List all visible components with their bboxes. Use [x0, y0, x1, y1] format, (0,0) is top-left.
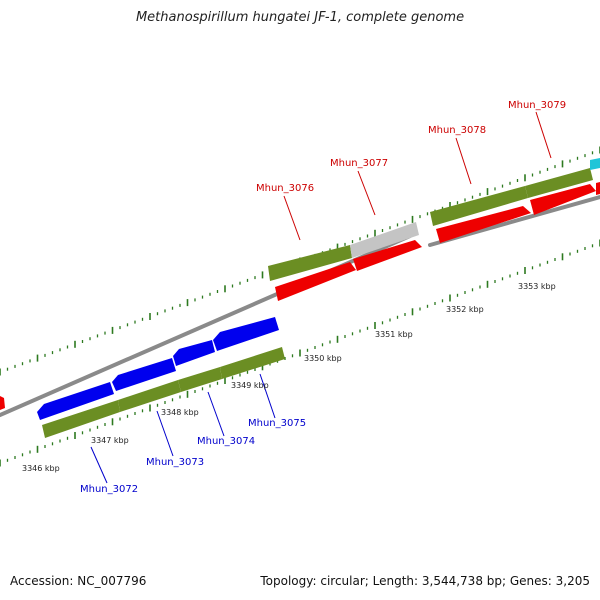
kbp-label: 3346 kbp — [22, 464, 60, 473]
kbp-scale: 3346 kbp 3347 kbp 3348 kbp 3349 kbp 3350… — [22, 282, 556, 473]
pointer-line — [156, 410, 174, 457]
gene-cds-bar — [118, 380, 181, 412]
gene-label-mhun-3075[interactable]: Mhun_3075 — [248, 418, 306, 429]
kbp-label: 3353 kbp — [518, 282, 556, 291]
kbp-label: 3348 kbp — [161, 408, 199, 417]
gene-labels: Mhun_3076 Mhun_3077 Mhun_3078 Mhun_3079 … — [80, 100, 566, 495]
gene-arrow-reverse — [37, 382, 114, 420]
gene-arrow-reverse — [112, 358, 176, 391]
gene-cds-bar — [268, 245, 352, 281]
gene-arrow-forward — [530, 184, 596, 215]
gene-arrow-forward — [353, 240, 422, 271]
pointer-line — [207, 391, 225, 437]
gene-arrow-forward — [0, 396, 5, 410]
gene-arrow-forward — [596, 182, 600, 195]
pointer-line — [283, 195, 301, 241]
gene-pseudo-bar — [350, 222, 419, 258]
kbp-label: 3351 kbp — [375, 330, 413, 339]
tick-row-lower — [0, 239, 600, 467]
gene-label-mhun-3078[interactable]: Mhun_3078 — [428, 125, 486, 136]
pointer-line — [455, 137, 472, 185]
tick-rows — [0, 146, 600, 467]
backbone-lines — [0, 195, 600, 417]
reverse-strand — [37, 317, 285, 438]
gene-cds-bar — [220, 347, 285, 379]
gene-arrow-forward — [275, 262, 356, 301]
gene-label-mhun-3077[interactable]: Mhun_3077 — [330, 158, 388, 169]
gene-cds-bar — [525, 168, 593, 198]
gene-label-mhun-3076[interactable]: Mhun_3076 — [256, 183, 314, 194]
label-pointers — [90, 111, 552, 484]
pointer-line — [90, 446, 108, 484]
gene-label-mhun-3073[interactable]: Mhun_3073 — [146, 457, 204, 468]
pointer-line — [357, 170, 376, 216]
gene-label-mhun-3072[interactable]: Mhun_3072 — [80, 484, 138, 495]
kbp-label: 3349 kbp — [231, 381, 269, 390]
gene-label-mhun-3074[interactable]: Mhun_3074 — [197, 436, 255, 447]
backbone-right — [428, 195, 600, 247]
gene-cyan-bar — [590, 158, 600, 170]
gene-cds-bar — [42, 400, 120, 438]
gene-cds-bar — [178, 367, 222, 392]
accession-text: Accession: NC_007796 — [10, 574, 147, 588]
kbp-label: 3350 kbp — [304, 354, 342, 363]
forward-strand — [0, 158, 600, 410]
pointer-line — [259, 373, 276, 419]
gene-arrow-forward — [436, 206, 531, 243]
gene-arrow-reverse — [173, 340, 215, 366]
gene-label-mhun-3079[interactable]: Mhun_3079 — [508, 100, 566, 111]
kbp-label: 3352 kbp — [446, 305, 484, 314]
topology-text: Topology: circular; Length: 3,544,738 bp… — [260, 574, 590, 588]
gene-cds-bar — [430, 186, 528, 226]
gene-arrow-reverse — [213, 317, 279, 351]
map-title: Methanospirillum hungatei JF-1, complete… — [135, 10, 465, 25]
kbp-label: 3347 kbp — [91, 436, 129, 445]
pointer-line — [535, 111, 552, 159]
